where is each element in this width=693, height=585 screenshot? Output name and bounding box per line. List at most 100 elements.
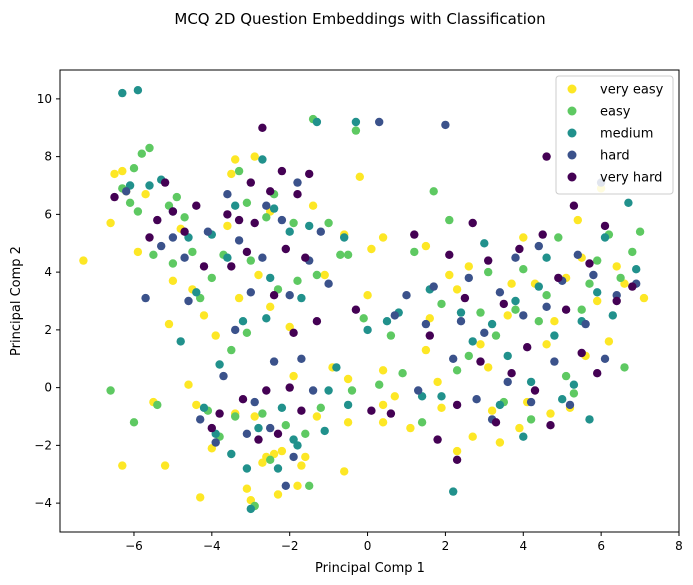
data-point [149, 250, 158, 259]
data-point [258, 155, 267, 164]
data-point [375, 117, 384, 127]
data-point [285, 227, 294, 236]
data-point [464, 262, 473, 271]
data-point [550, 357, 559, 366]
x-tick-label: −6 [125, 539, 143, 553]
data-point [316, 227, 325, 236]
data-point [573, 250, 582, 259]
data-point [410, 230, 419, 239]
data-point [273, 429, 283, 438]
data-point [312, 412, 322, 421]
legend-label: medium [600, 127, 653, 142]
data-point [635, 227, 645, 236]
data-point [550, 317, 559, 326]
data-point [266, 302, 275, 311]
data-point [320, 426, 329, 436]
data-point [196, 415, 205, 424]
data-point [277, 446, 287, 456]
data-point [487, 319, 497, 329]
data-point [456, 317, 466, 326]
data-point [262, 213, 271, 222]
data-point [196, 493, 205, 502]
data-point [211, 438, 220, 447]
data-point [523, 343, 532, 352]
data-point [153, 215, 162, 225]
data-point [110, 192, 119, 202]
data-point [188, 247, 197, 257]
data-point [491, 331, 501, 340]
data-point [437, 403, 446, 412]
data-point [351, 126, 361, 135]
data-point [565, 400, 575, 410]
data-point [351, 305, 361, 314]
data-point [289, 218, 298, 228]
data-point [495, 288, 505, 297]
data-point [433, 377, 442, 387]
data-point [468, 218, 477, 228]
x-tick-label: 0 [364, 539, 372, 553]
data-point [343, 374, 353, 384]
data-point [234, 166, 244, 176]
y-tick-label: 6 [44, 207, 52, 221]
data-point [250, 397, 259, 407]
chart-title: MCQ 2D Question Embeddings with Classifi… [174, 10, 545, 28]
x-tick-label: 4 [519, 539, 527, 553]
data-point [511, 305, 520, 314]
data-point [378, 233, 388, 242]
data-point [600, 354, 610, 363]
data-point [234, 293, 244, 303]
data-point [118, 461, 127, 470]
data-point [324, 386, 333, 395]
data-point [476, 357, 485, 366]
data-point [542, 253, 551, 262]
data-point [499, 299, 508, 309]
data-point [402, 291, 411, 300]
data-point [542, 302, 551, 311]
data-point [476, 308, 485, 317]
data-point [262, 314, 271, 323]
legend-marker [567, 150, 577, 160]
data-point [297, 293, 306, 303]
data-point [417, 418, 427, 427]
data-point [168, 207, 178, 216]
data-point [199, 403, 209, 412]
legend-label: hard [600, 149, 630, 164]
data-point [211, 331, 220, 340]
data-point [320, 270, 329, 280]
data-point [406, 423, 415, 433]
data-point [168, 276, 178, 285]
data-point [266, 273, 275, 283]
x-tick-label: 2 [442, 539, 450, 553]
data-point [160, 178, 170, 187]
y-tick-label: −2 [34, 438, 52, 452]
data-point [289, 328, 298, 337]
data-point [246, 178, 255, 187]
data-point [515, 244, 524, 254]
data-point [227, 345, 236, 355]
data-point [293, 481, 302, 490]
legend-label: easy [600, 105, 631, 120]
data-point [632, 265, 641, 274]
data-point [363, 325, 372, 335]
data-point [378, 418, 388, 427]
data-point [285, 291, 294, 300]
data-point [231, 155, 240, 164]
data-point [414, 386, 423, 395]
data-point [511, 253, 520, 262]
data-point [258, 409, 267, 418]
data-point [305, 481, 314, 490]
data-point [223, 210, 232, 219]
data-point [585, 415, 594, 424]
data-point [468, 337, 477, 346]
data-point [199, 262, 209, 271]
data-point [293, 178, 302, 187]
data-point [503, 351, 512, 361]
data-point [600, 233, 610, 242]
data-point [585, 279, 594, 288]
data-point [445, 215, 454, 225]
data-point [620, 363, 629, 372]
data-point [593, 369, 602, 378]
x-axis: −6 −4 −2 0 2 4 6 8 [125, 532, 683, 553]
data-point [172, 192, 181, 202]
data-point [301, 253, 310, 262]
